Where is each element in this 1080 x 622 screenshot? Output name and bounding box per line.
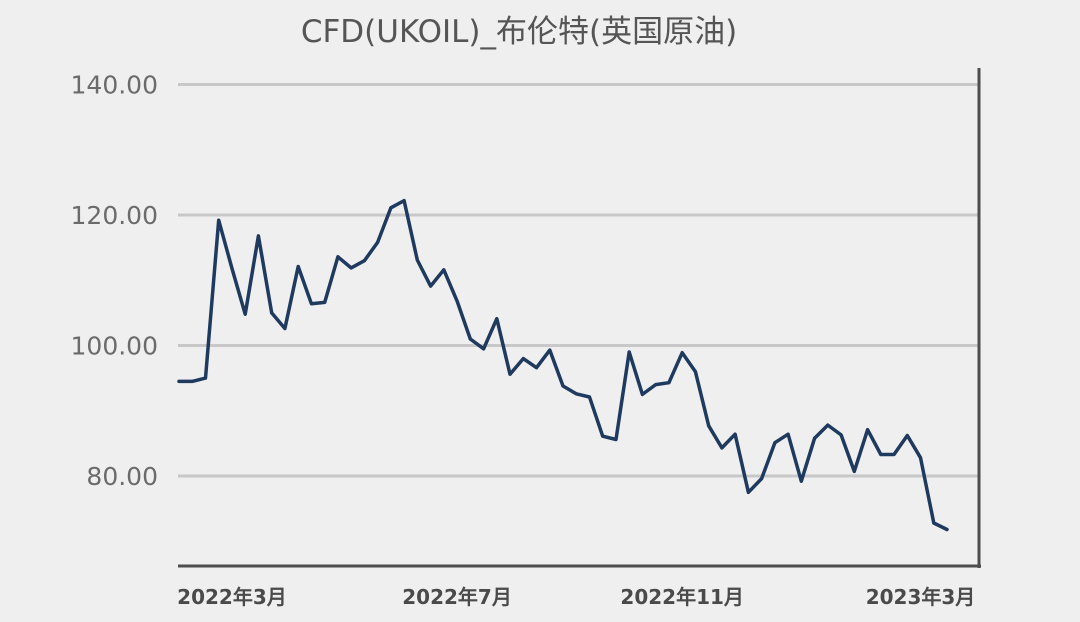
data-point [601, 434, 605, 438]
y-tick-label: 80.00 [86, 462, 158, 491]
data-point [508, 372, 512, 376]
data-point [919, 456, 923, 460]
price-line [177, 198, 949, 532]
data-point [932, 521, 936, 525]
y-tick-label: 140.00 [71, 71, 158, 100]
data-point [336, 255, 340, 259]
data-point [283, 327, 287, 331]
data-point [720, 446, 724, 450]
data-point [256, 234, 260, 238]
x-tick-label: 2022年3月 [177, 585, 287, 609]
data-point [574, 392, 578, 396]
data-point [746, 490, 750, 494]
data-point [813, 436, 817, 440]
y-tick-label: 120.00 [71, 201, 158, 230]
data-point [839, 433, 843, 437]
data-point [270, 311, 274, 315]
data-point [945, 528, 949, 532]
data-point [402, 199, 406, 203]
y-tick-label: 100.00 [71, 332, 158, 361]
data-point [177, 379, 181, 383]
data-point [733, 432, 737, 436]
x-tick-label: 2023年3月 [866, 585, 976, 609]
data-point [561, 384, 565, 388]
x-tick-label: 2022年7月 [402, 585, 512, 609]
data-point [309, 302, 313, 306]
data-point [442, 268, 446, 272]
data-point [415, 258, 419, 262]
data-point [826, 423, 830, 427]
data-point [190, 379, 194, 383]
data-point [654, 383, 658, 387]
x-tick-label: 2022年11月 [620, 585, 744, 609]
data-point [243, 312, 247, 316]
data-point [760, 477, 764, 481]
chart-title: CFD(UKOIL)_布伦特(英国原油) [301, 14, 737, 50]
data-point [548, 348, 552, 352]
data-point [905, 434, 909, 438]
y-axis-ticks: 80.00 100.00 120.00 140.00 [71, 71, 158, 492]
data-point [429, 284, 433, 288]
data-point [879, 452, 883, 456]
data-point [667, 381, 671, 385]
data-point [323, 300, 327, 304]
x-axis-ticks: 2022年3月 2022年7月 2022年11月 2023年3月 [177, 585, 975, 609]
data-point [627, 350, 631, 354]
data-point [296, 265, 300, 269]
data-point [230, 267, 234, 271]
data-point [217, 218, 221, 222]
data-point [376, 240, 380, 244]
data-point [852, 469, 856, 473]
data-point [693, 370, 697, 374]
data-point [535, 366, 539, 370]
data-point [680, 351, 684, 355]
data-point [468, 337, 472, 341]
data-point [799, 479, 803, 483]
data-point [892, 452, 896, 456]
data-point [707, 424, 711, 428]
axes [178, 68, 981, 568]
data-point [495, 317, 499, 321]
data-point [866, 428, 870, 432]
grid-lines [178, 83, 980, 478]
data-point [362, 259, 366, 263]
data-point [389, 206, 393, 210]
data-point [349, 266, 353, 270]
data-point [587, 395, 591, 399]
data-point [455, 299, 459, 303]
data-point [482, 347, 486, 351]
series-layer [177, 198, 949, 532]
data-point [773, 441, 777, 445]
data-point [521, 357, 525, 361]
data-point [614, 437, 618, 441]
data-point [203, 376, 207, 380]
data-point [786, 432, 790, 436]
data-point [640, 392, 644, 396]
